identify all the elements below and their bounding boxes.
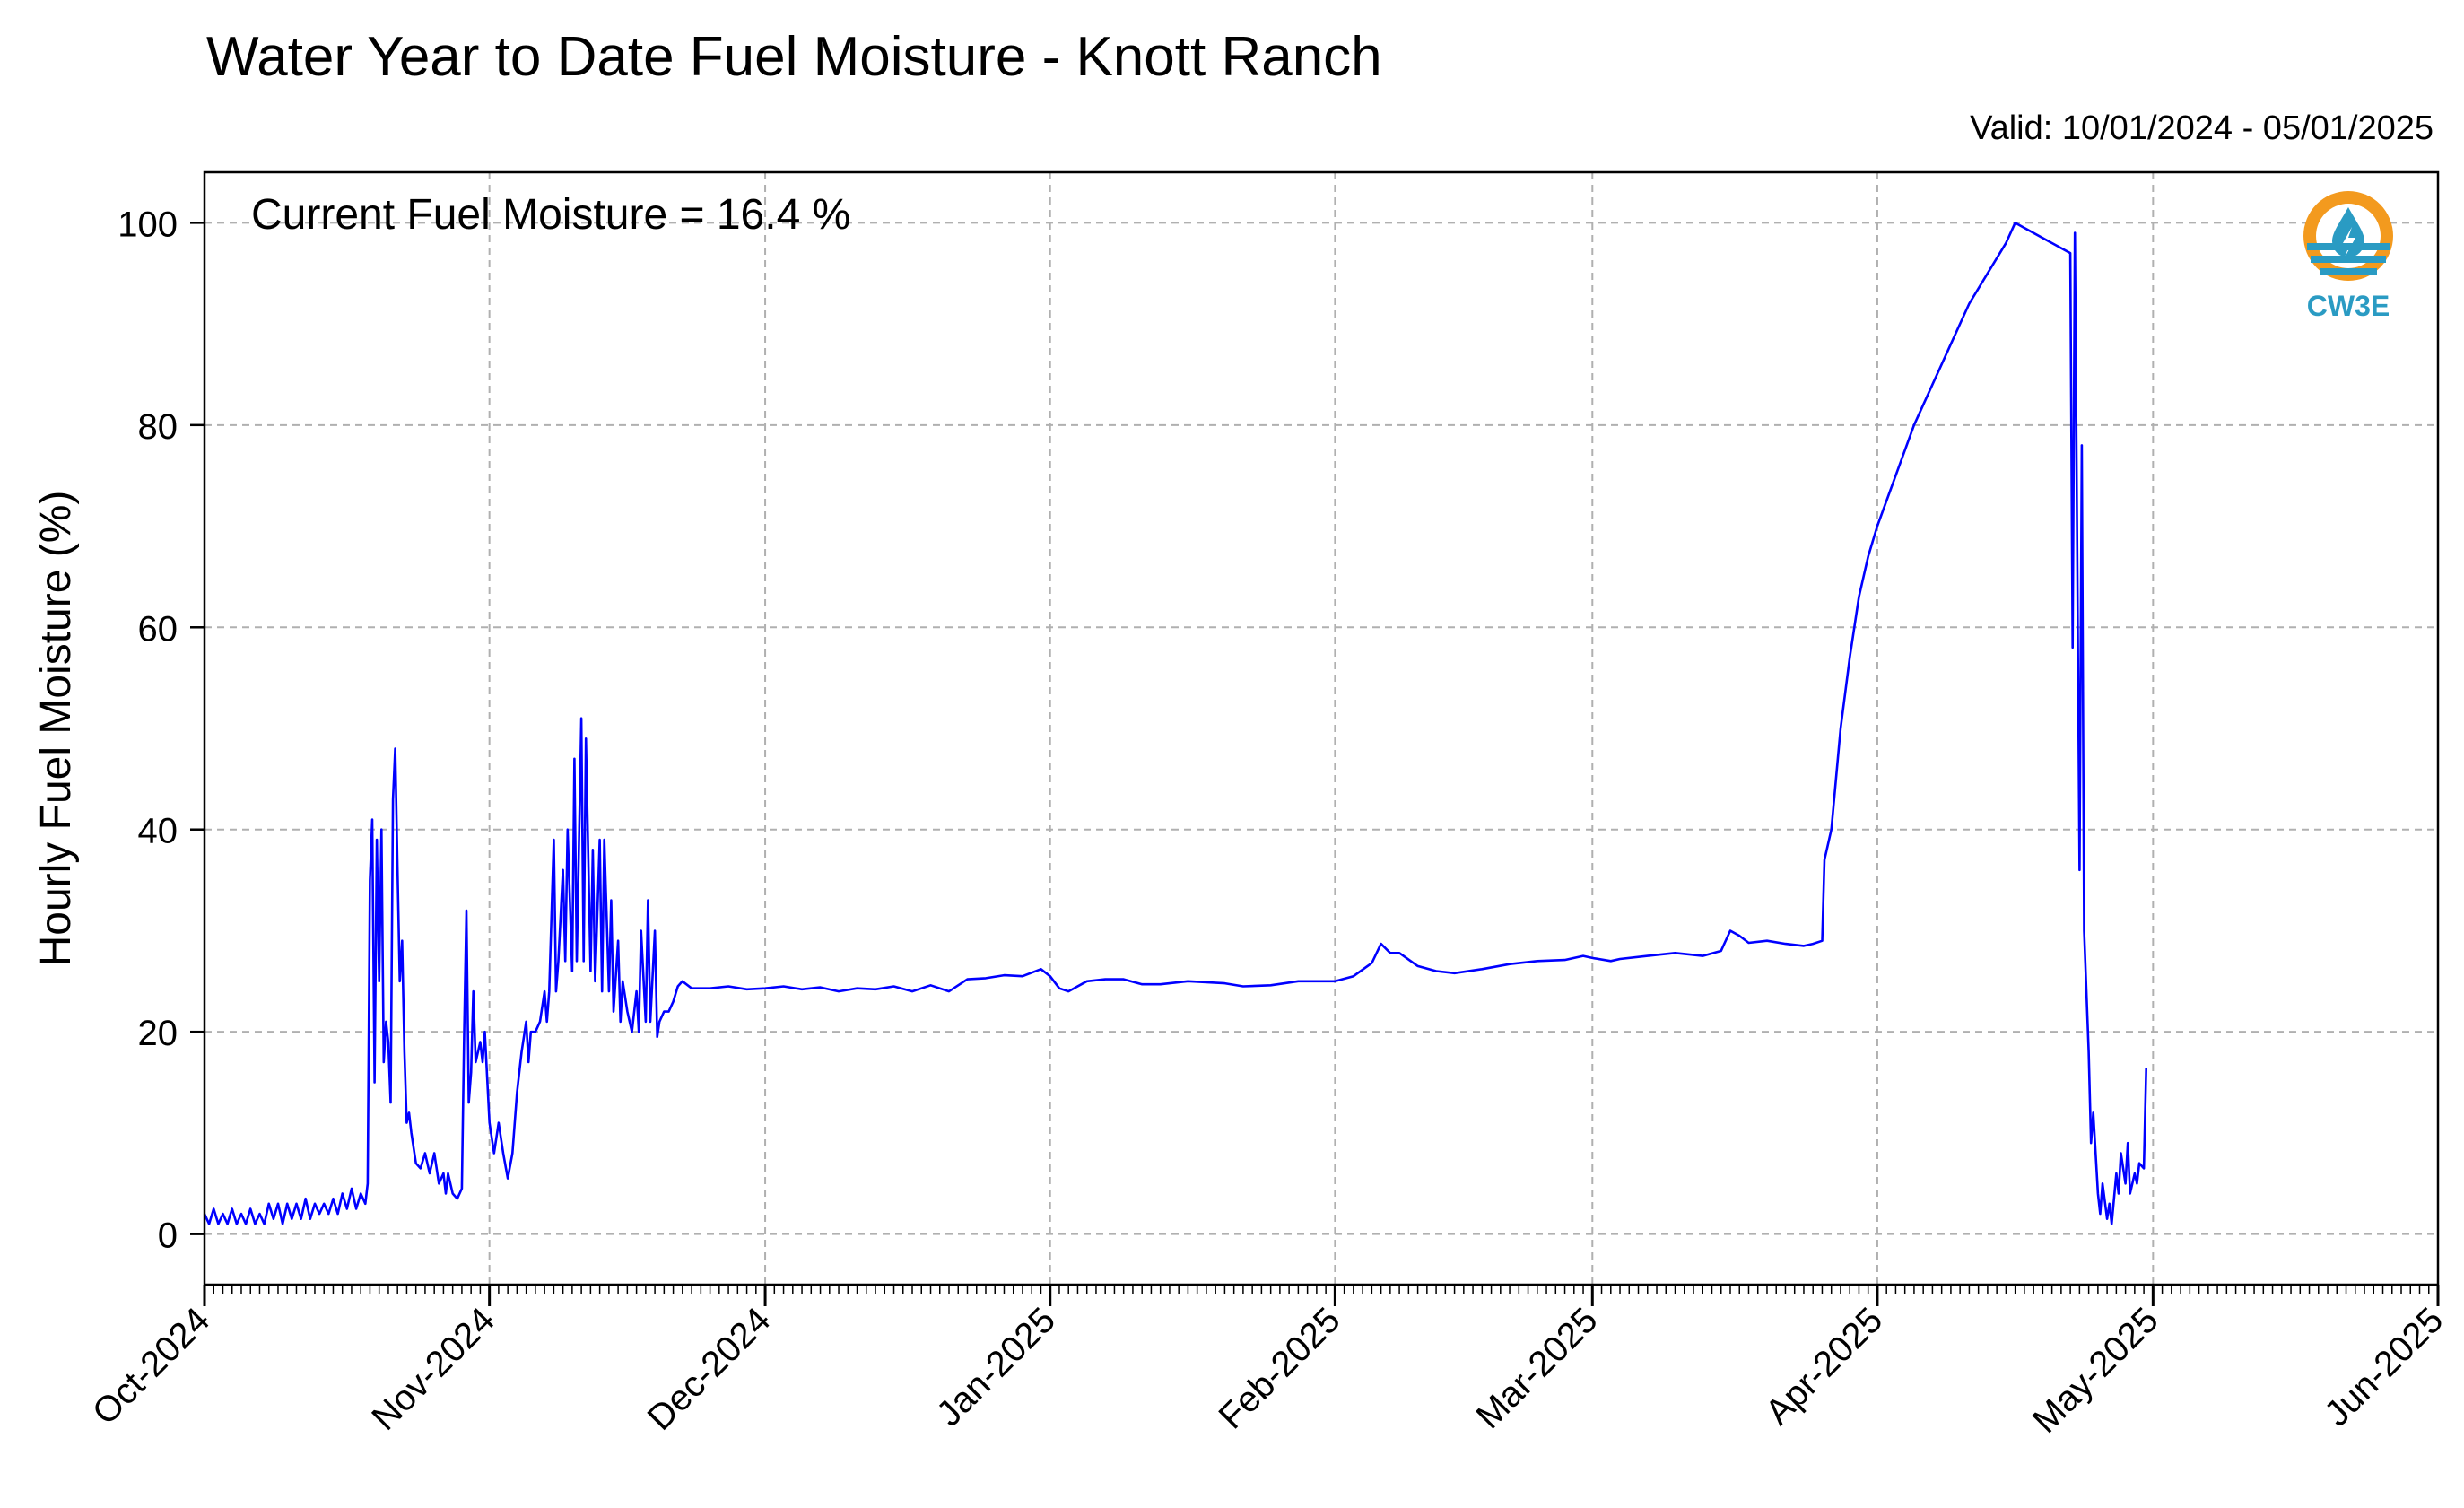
y-axis-ticks: 0 20 40 60 80 100 bbox=[118, 205, 205, 1256]
x-tick-label: Nov-2024 bbox=[364, 1300, 502, 1438]
x-tick-label: Oct-2024 bbox=[85, 1300, 217, 1432]
current-fuel-moisture-annotation: Current Fuel Moisture = 16.4 % bbox=[251, 191, 850, 239]
x-tick-label: Jan-2025 bbox=[929, 1300, 1063, 1434]
cw3e-logo: CW3E bbox=[2294, 184, 2402, 327]
fuel-moisture-series-line bbox=[203, 222, 2147, 1225]
chart-title: Water Year to Date Fuel Moisture - Knott… bbox=[206, 26, 1382, 88]
x-tick-label: Dec-2024 bbox=[640, 1300, 779, 1438]
x-tick-label: Jun-2025 bbox=[2317, 1300, 2451, 1434]
water-drop-logo-icon bbox=[2303, 191, 2393, 281]
cw3e-logo-text: CW3E bbox=[2306, 290, 2390, 322]
x-axis-ticks: Oct-2024 Nov-2024 Dec-2024 Jan-2025 Feb-2025… bbox=[85, 1285, 2451, 1441]
y-tick-label: 20 bbox=[138, 1014, 178, 1053]
y-tick-label: 100 bbox=[118, 205, 178, 244]
x-tick-label: Feb-2025 bbox=[1212, 1300, 1348, 1436]
valid-date-range: Valid: 10/01/2024 - 05/01/2025 bbox=[1970, 109, 2434, 147]
y-axis-label: Hourly Fuel Moisture (%) bbox=[32, 491, 80, 967]
grid-lines bbox=[204, 172, 2439, 1285]
y-tick-label: 80 bbox=[138, 407, 178, 447]
y-tick-label: 40 bbox=[138, 812, 178, 851]
x-tick-label: Mar-2025 bbox=[1468, 1300, 1605, 1436]
y-tick-label: 60 bbox=[138, 609, 178, 649]
plot-area-frame bbox=[203, 170, 2440, 1286]
x-tick-label: May-2025 bbox=[2025, 1300, 2166, 1441]
x-tick-label: Apr-2025 bbox=[1758, 1300, 1890, 1432]
y-tick-label: 0 bbox=[158, 1216, 178, 1256]
